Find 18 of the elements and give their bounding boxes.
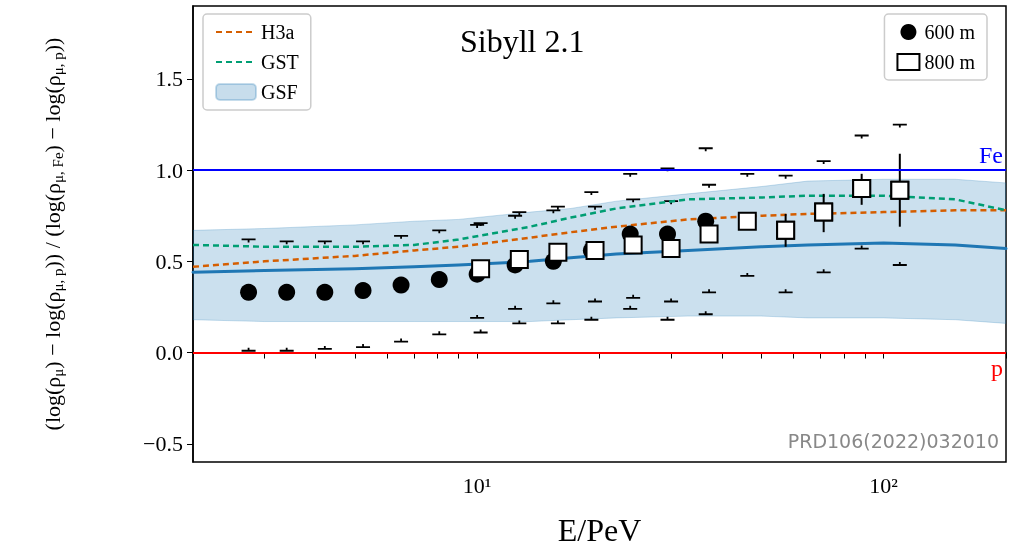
text: (log(ρμ) − log(ρμ, p)) / (log(ρμ, Fe) − log(ρμ, p)) — [40, 37, 66, 431]
x-tick-label: 10¹ — [462, 472, 492, 498]
x-axis-title: E/PeV — [557, 512, 642, 548]
text: Sibyll 2.1 — [460, 23, 585, 59]
legend-label: 800 m — [924, 51, 976, 73]
y-tick-label: 0.5 — [155, 248, 183, 274]
legend-label: 600 m — [924, 21, 976, 43]
y-tick-label: 1.5 — [155, 66, 183, 92]
legend-label: GST — [261, 51, 299, 73]
y-tick-label: 0.0 — [155, 340, 183, 366]
annotation: PRD106(2022)032010 — [787, 429, 999, 452]
legend-label: H3a — [261, 21, 295, 43]
legend-label: GSF — [261, 81, 298, 103]
ref-line-label: p — [991, 354, 1003, 381]
y-tick-label: −0.5 — [143, 431, 183, 457]
y-tick-label: 1.0 — [155, 157, 183, 183]
ref-line-label: Fe — [979, 142, 1003, 169]
x-tick-label: 10² — [869, 472, 899, 498]
